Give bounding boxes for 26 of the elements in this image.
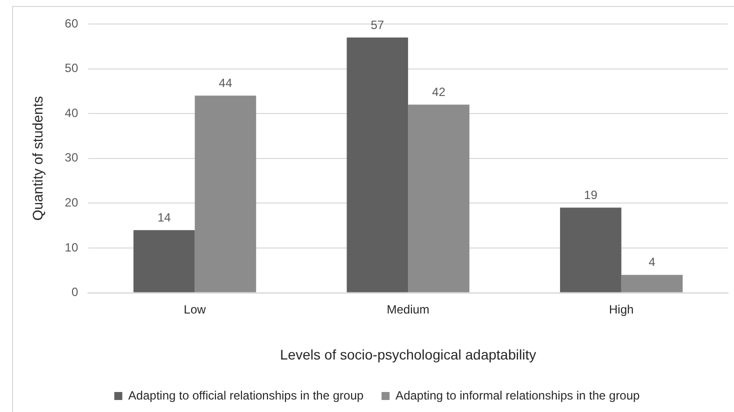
y-tick-label: 50	[64, 61, 78, 76]
data-label: 44	[218, 76, 232, 90]
x-tick-label: High	[609, 302, 634, 316]
bar	[621, 274, 683, 292]
y-tick-label: 10	[64, 240, 78, 254]
y-tick-label: 40	[64, 106, 78, 120]
y-tick-label: 30	[64, 150, 78, 165]
data-label: 42	[432, 84, 446, 99]
data-label: 57	[370, 18, 384, 32]
bar	[560, 208, 622, 292]
bar	[194, 96, 256, 292]
y-tick-label: 60	[64, 16, 78, 30]
data-label: 14	[157, 210, 172, 224]
bar	[133, 230, 195, 292]
data-label: 19	[584, 188, 598, 202]
y-tick-label: 20	[64, 196, 78, 210]
y-axis-title: Quantity of students	[29, 96, 46, 221]
x-tick-label: Medium	[386, 302, 430, 316]
x-tick-label: Low	[184, 302, 206, 316]
data-label: 4	[648, 255, 656, 270]
x-axis-title: Levels of socio-psychological adaptability	[280, 346, 536, 362]
legend-label: Adapting to informal relationships in the group	[396, 388, 640, 402]
bar	[408, 104, 470, 292]
y-tick-label: 0	[71, 285, 78, 300]
bar	[346, 37, 408, 292]
legend-label: Adapting to official relationships in the group	[128, 388, 364, 402]
